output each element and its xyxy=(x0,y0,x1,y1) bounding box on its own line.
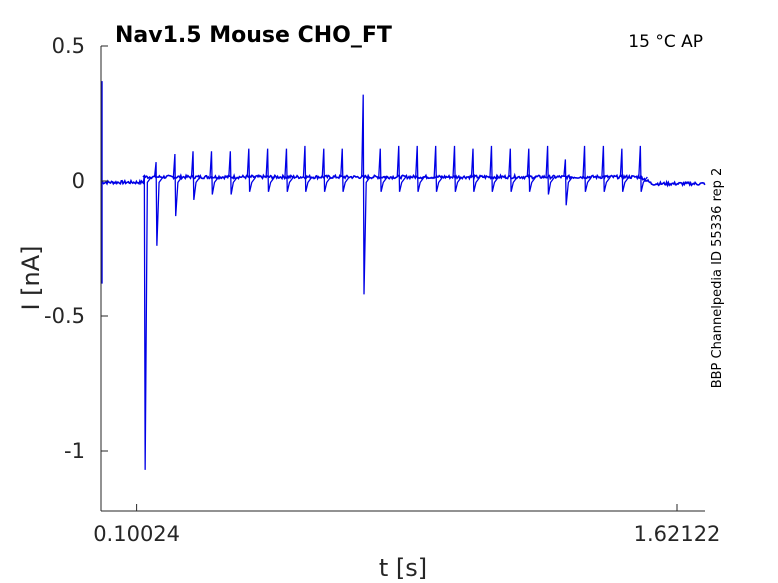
spike xyxy=(563,159,573,206)
spike xyxy=(172,153,183,217)
spike xyxy=(433,145,444,192)
plot-area xyxy=(101,81,706,470)
spike xyxy=(582,145,593,192)
spike xyxy=(638,145,648,192)
y-tick-label: -1 xyxy=(64,439,85,463)
spike xyxy=(153,162,164,246)
y-tick-label: 0 xyxy=(72,169,85,193)
spike xyxy=(209,151,220,195)
y-axis-label: I [nA] xyxy=(17,245,45,310)
spike xyxy=(378,148,388,192)
spike xyxy=(142,174,152,470)
side-label: BBP Channelpedia ID 55336 rep 2 xyxy=(710,168,725,389)
y-tick-label: -0.5 xyxy=(44,304,85,328)
spike xyxy=(545,145,556,195)
spike xyxy=(190,151,201,200)
x-tick-label: 1.62122 xyxy=(634,522,721,546)
spike xyxy=(265,148,276,192)
spike xyxy=(452,145,463,192)
spike xyxy=(246,148,257,192)
x-tick-label: 0.10024 xyxy=(93,522,180,546)
y-tick-label: 0.5 xyxy=(52,34,85,58)
spike xyxy=(302,145,313,192)
spike xyxy=(470,148,481,192)
spike xyxy=(526,148,537,192)
spike xyxy=(340,148,350,192)
spike xyxy=(415,145,425,192)
x-axis-label: t [s] xyxy=(379,554,427,582)
spike xyxy=(228,151,238,195)
spike xyxy=(489,145,499,192)
spike xyxy=(321,148,332,192)
spike xyxy=(619,148,630,192)
y-ticks: 0.5 0 -0.5 -1 xyxy=(44,34,108,463)
chart-title: Nav1.5 Mouse CHO_FT xyxy=(115,23,392,48)
spike xyxy=(508,148,518,192)
spike xyxy=(284,148,294,192)
spike xyxy=(361,94,371,295)
spike xyxy=(396,145,407,192)
spike xyxy=(601,145,611,192)
x-ticks: 0.10024 1.62122 xyxy=(93,504,720,546)
condition-label: 15 °C AP xyxy=(628,32,703,52)
